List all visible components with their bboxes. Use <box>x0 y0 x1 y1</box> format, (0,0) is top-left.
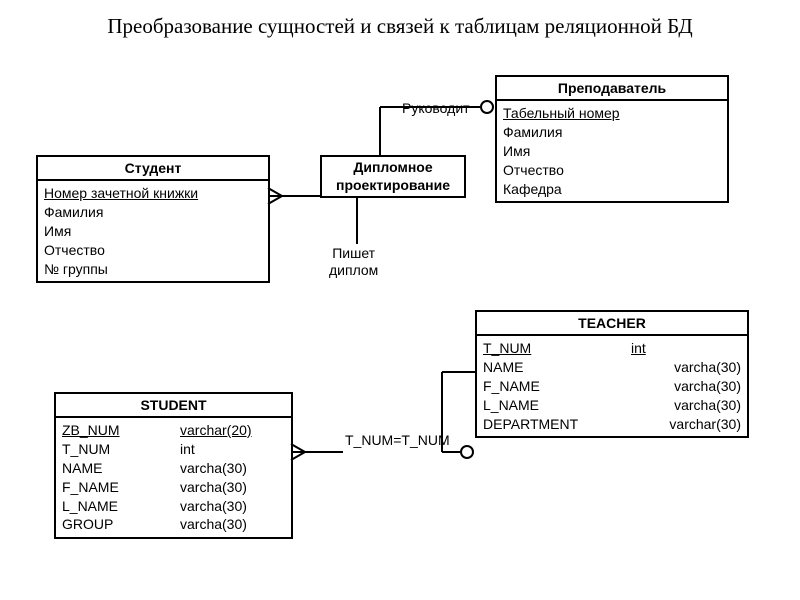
label-writes: Пишет диплом <box>327 245 380 279</box>
col-name: T_NUM <box>62 440 162 459</box>
entity-attr: Имя <box>44 222 262 241</box>
col-name: DEPARTMENT <box>483 415 613 434</box>
col-name: NAME <box>62 459 162 478</box>
entity-attr: Кафедра <box>503 180 721 199</box>
col-name: T_NUM <box>483 339 613 358</box>
entity-student-en: STUDENT ZB_NUM varchar(20) T_NUM int NAME v… <box>54 392 293 539</box>
entity-teacher-ru-pk: Табельный номер <box>503 104 721 123</box>
entity-student-en-body: ZB_NUM varchar(20) T_NUM int NAME varcha(30… <box>56 418 291 537</box>
relationship-line1: Дипломное <box>328 159 458 177</box>
col-name: GROUP <box>62 515 162 534</box>
entity-teacher-en-body: T_NUM int NAME varcha(30) F_NAME varcha(30)… <box>477 336 747 436</box>
entity-student-ru-pk: Номер зачетной книжки <box>44 184 262 203</box>
col-type: varcha(30) <box>180 478 285 497</box>
label-writes-2: диплом <box>329 262 378 279</box>
col-name: L_NAME <box>483 396 613 415</box>
col-type: varcha(30) <box>631 358 741 377</box>
col-type: varcha(30) <box>180 497 285 516</box>
entity-attr: Имя <box>503 142 721 161</box>
col-type: varcha(30) <box>631 377 741 396</box>
relationship-box: Дипломное проектирование <box>320 155 466 198</box>
label-fk-eq: T_NUM=T_NUM <box>343 432 452 449</box>
entity-attr: Фамилия <box>44 203 262 222</box>
page-title: Преобразование сущностей и связей к табл… <box>16 14 784 39</box>
relationship-line2: проектирование <box>328 177 458 195</box>
col-name: ZB_NUM <box>62 421 162 440</box>
col-name: F_NAME <box>62 478 162 497</box>
entity-student-ru-body: Номер зачетной книжки Фамилия Имя Отчест… <box>38 181 268 281</box>
col-name: F_NAME <box>483 377 613 396</box>
col-type: varcha(30) <box>180 515 285 534</box>
entity-teacher-en: TEACHER T_NUMint NAMEvarcha(30) F_NAMEva… <box>475 310 749 438</box>
entity-student-ru: Студент Номер зачетной книжки Фамилия Им… <box>36 155 270 283</box>
col-type: int <box>631 339 741 358</box>
entity-attr: Отчество <box>503 161 721 180</box>
entity-student-ru-header: Студент <box>38 157 268 181</box>
entity-teacher-en-header: TEACHER <box>477 312 747 336</box>
entity-attr: Фамилия <box>503 123 721 142</box>
col-type: varchar(20) <box>180 421 285 440</box>
label-writes-1: Пишет <box>329 245 378 262</box>
entity-teacher-ru-body: Табельный номер Фамилия Имя Отчество Каф… <box>497 101 727 201</box>
entity-teacher-ru-header: Преподаватель <box>497 77 727 101</box>
entity-student-en-header: STUDENT <box>56 394 291 418</box>
entity-attr: Отчество <box>44 241 262 260</box>
col-name: NAME <box>483 358 613 377</box>
col-name: L_NAME <box>62 497 162 516</box>
entity-teacher-ru: Преподаватель Табельный номер Фамилия Им… <box>495 75 729 203</box>
col-type: varcha(30) <box>180 459 285 478</box>
col-type: int <box>180 440 285 459</box>
col-type: varcha(30) <box>631 396 741 415</box>
label-leads: Руководит <box>400 100 472 117</box>
col-type: varchar(30) <box>631 415 741 434</box>
entity-attr: № группы <box>44 260 262 279</box>
